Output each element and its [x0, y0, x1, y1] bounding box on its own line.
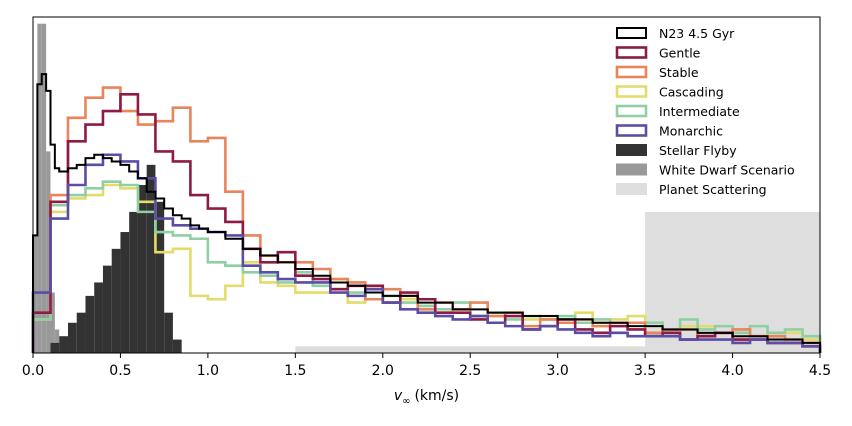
legend-entry-cascading: Cascading	[615, 85, 724, 100]
legend-swatch	[616, 183, 647, 195]
legend-label: Gentle	[659, 46, 701, 61]
stellar-flyby-bar	[120, 232, 130, 353]
x-tick-label: 3.5	[634, 363, 656, 379]
x-tick-label: 1.0	[197, 363, 219, 379]
stellar-flyby-bar	[94, 282, 103, 353]
legend-label: Stable	[659, 65, 699, 80]
legend-entry-white-dwarf-scenario: White Dwarf Scenario	[616, 163, 795, 178]
step-histograms	[31, 73, 822, 353]
x-axis-label-unit: (km/s)	[414, 388, 459, 404]
legend-swatch	[616, 163, 647, 176]
white-dwarf-scenario-bar	[46, 151, 51, 353]
white-dwarf-scenario-bar	[41, 23, 47, 353]
legend-swatch	[615, 104, 648, 118]
legend-entry-monarchic: Monarchic	[615, 124, 723, 139]
legend-label: Stellar Flyby	[659, 143, 737, 158]
legend-label: White Dwarf Scenario	[659, 163, 795, 178]
white-dwarf-scenario-bar	[37, 23, 42, 353]
x-tick-label: 1.5	[284, 363, 306, 379]
white-dwarf-scenario-bar	[54, 329, 60, 353]
legend-swatch	[616, 144, 647, 156]
stellar-flyby-bar	[155, 201, 165, 353]
stellar-flyby-bar	[129, 211, 138, 353]
x-tick-label: 4.0	[721, 363, 743, 379]
legend-label: Cascading	[659, 85, 724, 100]
x-axis-label: v∞ (km/s)	[394, 388, 459, 407]
legend-swatch	[616, 27, 647, 39]
x-axis-ticks: 0.0 0.5 1.0 1.5 2.0 2.5 3.0 3.5 4.0 4.5	[22, 353, 831, 379]
monarchic-step-line	[31, 153, 822, 353]
stellar-flyby-bar	[76, 312, 86, 353]
stellar-flyby-series	[50, 164, 182, 353]
stellar-flyby-bar	[59, 336, 68, 353]
stellar-flyby-bar	[85, 295, 95, 353]
legend-label: Planet Scattering	[659, 182, 767, 197]
stellar-flyby-bar	[67, 322, 77, 353]
legend-entry-intermediate: Intermediate	[615, 104, 740, 119]
legend-swatch	[615, 65, 648, 79]
stellar-flyby-bar	[137, 185, 147, 353]
x-axis-label-subscript: ∞	[402, 396, 410, 407]
legend-entry-stellar-flyby: Stellar Flyby	[616, 143, 737, 158]
x-axis-label-symbol: v	[394, 388, 403, 404]
x-tick-label: 4.5	[809, 363, 831, 379]
legend-label: N23 4.5 Gyr	[659, 26, 735, 41]
n23-4-5-gyr-step-line	[32, 73, 821, 353]
legend-entry-stable: Stable	[615, 65, 699, 80]
stellar-flyby-bar	[50, 342, 60, 353]
white-dwarf-scenario-bar	[50, 292, 55, 353]
legend-swatch	[615, 124, 648, 137]
x-tick-label: 2.5	[459, 363, 481, 379]
stellar-flyby-bar	[102, 265, 112, 353]
x-tick-label: 0.5	[109, 363, 131, 379]
legend-entry-gentle: Gentle	[615, 46, 701, 61]
legend-entry-planet-scattering: Planet Scattering	[616, 182, 767, 197]
plot-frame	[32, 16, 821, 354]
legend-entry-n23-4-5-gyr: N23 4.5 Gyr	[616, 26, 735, 41]
white-dwarf-scenario-bar	[33, 235, 38, 353]
legend-swatch	[615, 85, 648, 98]
stellar-flyby-bar	[111, 248, 121, 353]
x-tick-label: 0.0	[22, 363, 44, 379]
stellar-flyby-bar	[146, 164, 156, 353]
stellar-flyby-bar	[172, 339, 182, 353]
x-tick-label: 2.0	[372, 363, 394, 379]
x-tick-label: 3.0	[547, 363, 569, 379]
stellar-flyby-bar	[164, 312, 173, 353]
planet-scattering-bar	[295, 346, 646, 353]
legend-label: Monarchic	[659, 124, 723, 139]
legend-swatch	[615, 46, 648, 59]
legend-label: Intermediate	[659, 104, 740, 119]
legend: N23 4.5 Gyr Gentle Stable Cascading Intermed…	[615, 26, 795, 197]
